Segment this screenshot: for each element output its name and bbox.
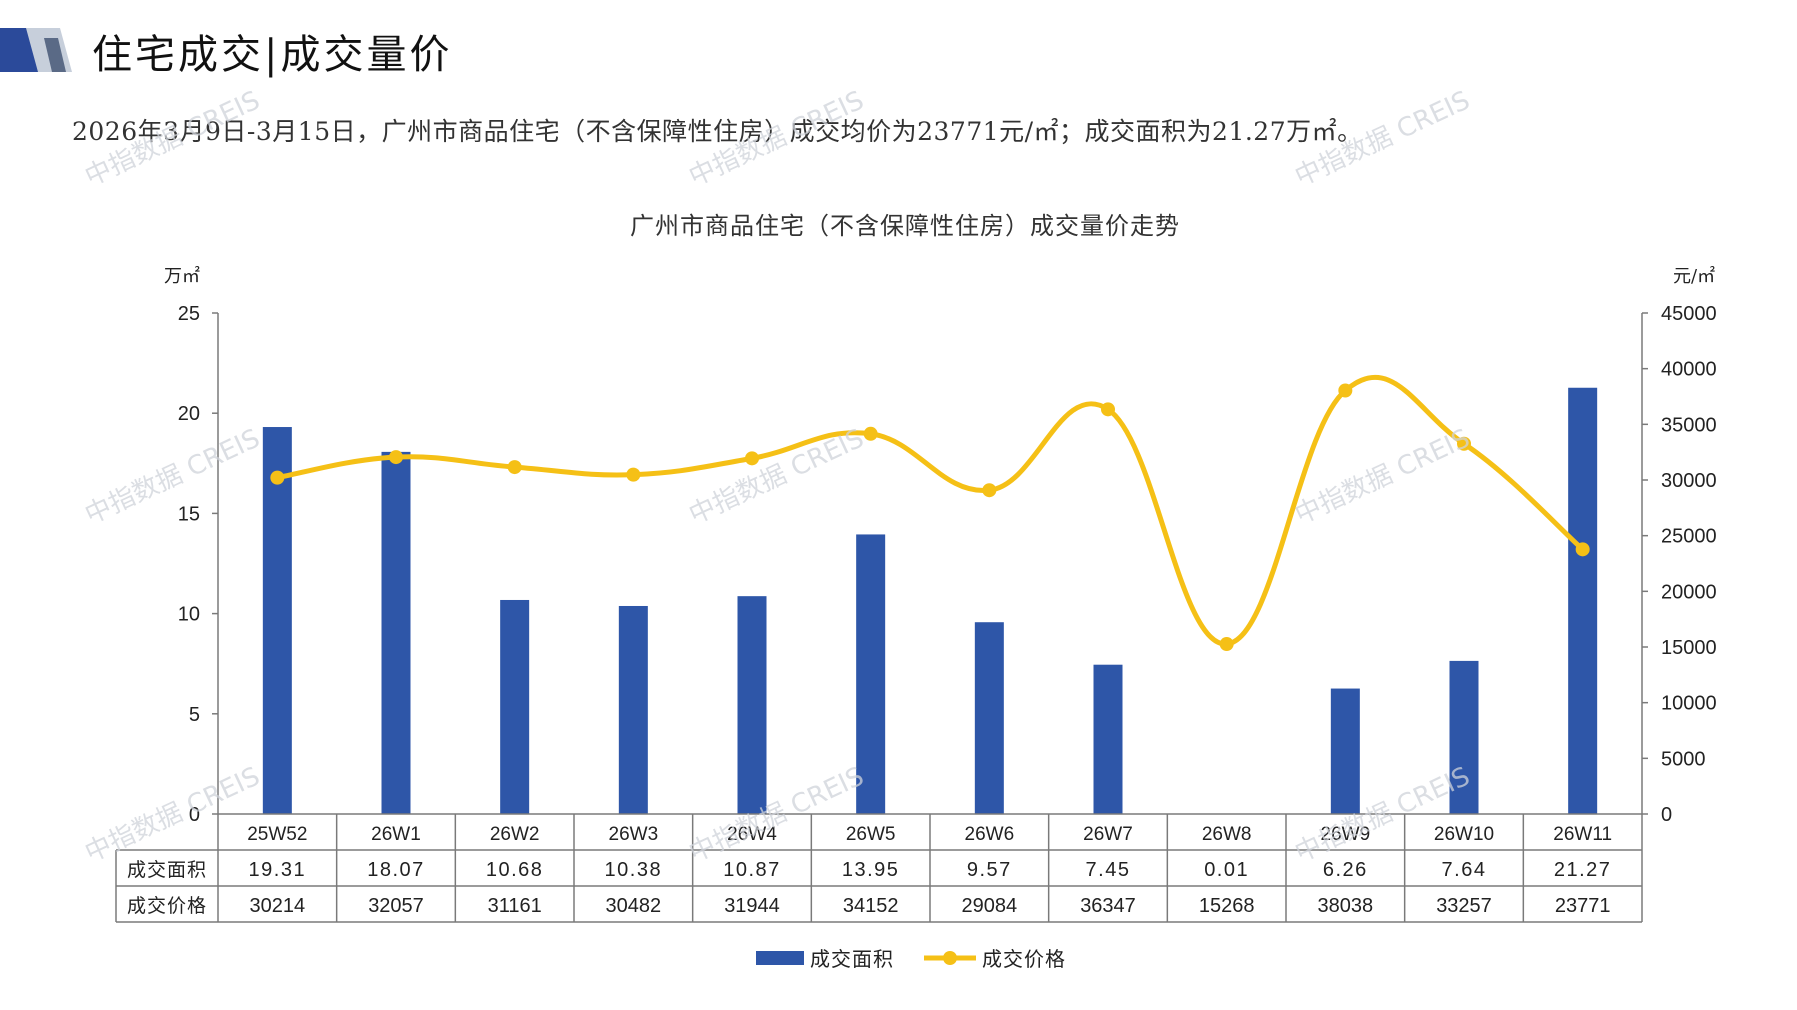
bar-26W9: [1330, 688, 1360, 814]
price-value-label: 30214: [250, 895, 306, 917]
y-right-tick-label: 10000: [1661, 693, 1717, 715]
y-right-tick-label: 25000: [1661, 526, 1717, 548]
price-point-26W7: [1101, 402, 1115, 417]
x-category-label: 26W2: [490, 824, 540, 845]
y-right-tick-label: 20000: [1661, 581, 1717, 603]
y-right-tick-label: 45000: [1661, 303, 1717, 325]
price-value-label: 30482: [606, 895, 662, 917]
area-value-label: 0.01: [1204, 859, 1249, 881]
area-value-label: 10.87: [723, 859, 781, 881]
y-right-unit: 元/㎡: [1673, 265, 1715, 287]
legend-bar-swatch: [756, 951, 804, 965]
price-point-26W8: [1219, 637, 1234, 652]
price-point-26W2: [507, 460, 522, 475]
chart-title: 广州市商品住宅（不含保障性住房）成交量价走势: [630, 212, 1180, 240]
x-category-label: 26W10: [1434, 824, 1494, 845]
bar-25W52: [262, 427, 292, 814]
price-value-label: 31161: [488, 895, 542, 917]
bar-26W1: [381, 451, 411, 814]
y-left-tick-label: 10: [178, 604, 200, 626]
price-value-label: 31944: [724, 895, 780, 917]
brand-logo-icon: [0, 28, 72, 72]
x-category-label: 26W5: [846, 824, 896, 845]
x-category-label: 25W52: [247, 824, 307, 845]
y-left-tick-label: 5: [189, 704, 200, 726]
price-point-26W3: [626, 467, 641, 482]
bar-26W6: [974, 622, 1004, 814]
area-value-label: 6.26: [1323, 859, 1368, 881]
y-right-tick-label: 5000: [1661, 748, 1706, 770]
price-point-25W52: [270, 470, 285, 485]
area-value-label: 9.57: [967, 859, 1012, 881]
table-row-header: 成交价格: [127, 895, 207, 917]
area-value-label: 7.45: [1086, 859, 1131, 881]
price-value-label: 15268: [1199, 895, 1255, 917]
price-point-26W1: [389, 450, 403, 465]
bar-26W5: [856, 534, 886, 814]
area-value-label: 10.38: [605, 859, 663, 881]
price-value-label: 32057: [368, 895, 424, 917]
price-value-label: 23771: [1555, 895, 1611, 917]
x-category-label: 26W3: [609, 824, 659, 845]
price-point-26W9: [1338, 383, 1353, 398]
y-right-tick-label: 35000: [1661, 414, 1717, 436]
bar-26W3: [618, 605, 648, 814]
y-right-tick-label: 0: [1661, 804, 1672, 826]
y-right-tick-label: 40000: [1661, 359, 1717, 381]
x-category-label: 26W8: [1202, 824, 1252, 845]
y-left-tick-label: 25: [178, 303, 200, 325]
area-value-label: 13.95: [842, 859, 900, 881]
y-right-tick-label: 30000: [1661, 470, 1717, 492]
price-point-26W4: [745, 451, 759, 466]
x-category-label: 26W1: [371, 824, 421, 845]
price-value-label: 34152: [843, 895, 899, 917]
area-value-label: 18.07: [367, 859, 425, 881]
area-value-label: 10.68: [486, 859, 544, 881]
x-category-label: 26W9: [1321, 824, 1371, 845]
bar-26W10: [1449, 660, 1479, 814]
bar-26W2: [500, 599, 530, 814]
y-left-tick-label: 15: [178, 503, 200, 525]
y-left-tick-label: 20: [178, 403, 200, 425]
price-value-label: 38038: [1318, 895, 1374, 917]
price-point-26W5: [863, 426, 878, 441]
x-category-label: 26W11: [1553, 824, 1612, 845]
table-row-header: 成交面积: [127, 859, 207, 881]
y-right-tick-label: 15000: [1661, 637, 1717, 659]
bar-26W11: [1568, 387, 1598, 814]
price-point-26W11: [1575, 542, 1590, 557]
legend-line-marker: [943, 951, 957, 965]
x-category-label: 26W7: [1083, 824, 1133, 845]
price-point-26W6: [982, 483, 997, 498]
x-category-label: 26W4: [727, 824, 777, 845]
price-value-label: 29084: [962, 895, 1018, 917]
bar-26W4: [737, 596, 767, 814]
price-value-label: 33257: [1436, 895, 1492, 917]
y-left-tick-label: 0: [189, 804, 200, 826]
legend-bar-label: 成交面积: [810, 947, 894, 971]
y-left-unit: 万㎡: [164, 265, 200, 287]
summary-text: 2026年3月9日-3月15日，广州市商品住宅（不含保障性住房）成交均价为237…: [72, 117, 1363, 146]
area-value-label: 7.64: [1442, 859, 1487, 881]
price-line: [274, 374, 1586, 647]
area-value-label: 19.31: [249, 859, 307, 881]
x-category-label: 26W6: [965, 824, 1015, 845]
price-value-label: 36347: [1080, 895, 1136, 917]
legend-line-label: 成交价格: [982, 947, 1066, 971]
page-title: 住宅成交|成交量价: [92, 32, 453, 78]
price-point-26W10: [1457, 436, 1471, 451]
area-value-label: 21.27: [1554, 859, 1612, 881]
bar-26W7: [1093, 664, 1123, 814]
